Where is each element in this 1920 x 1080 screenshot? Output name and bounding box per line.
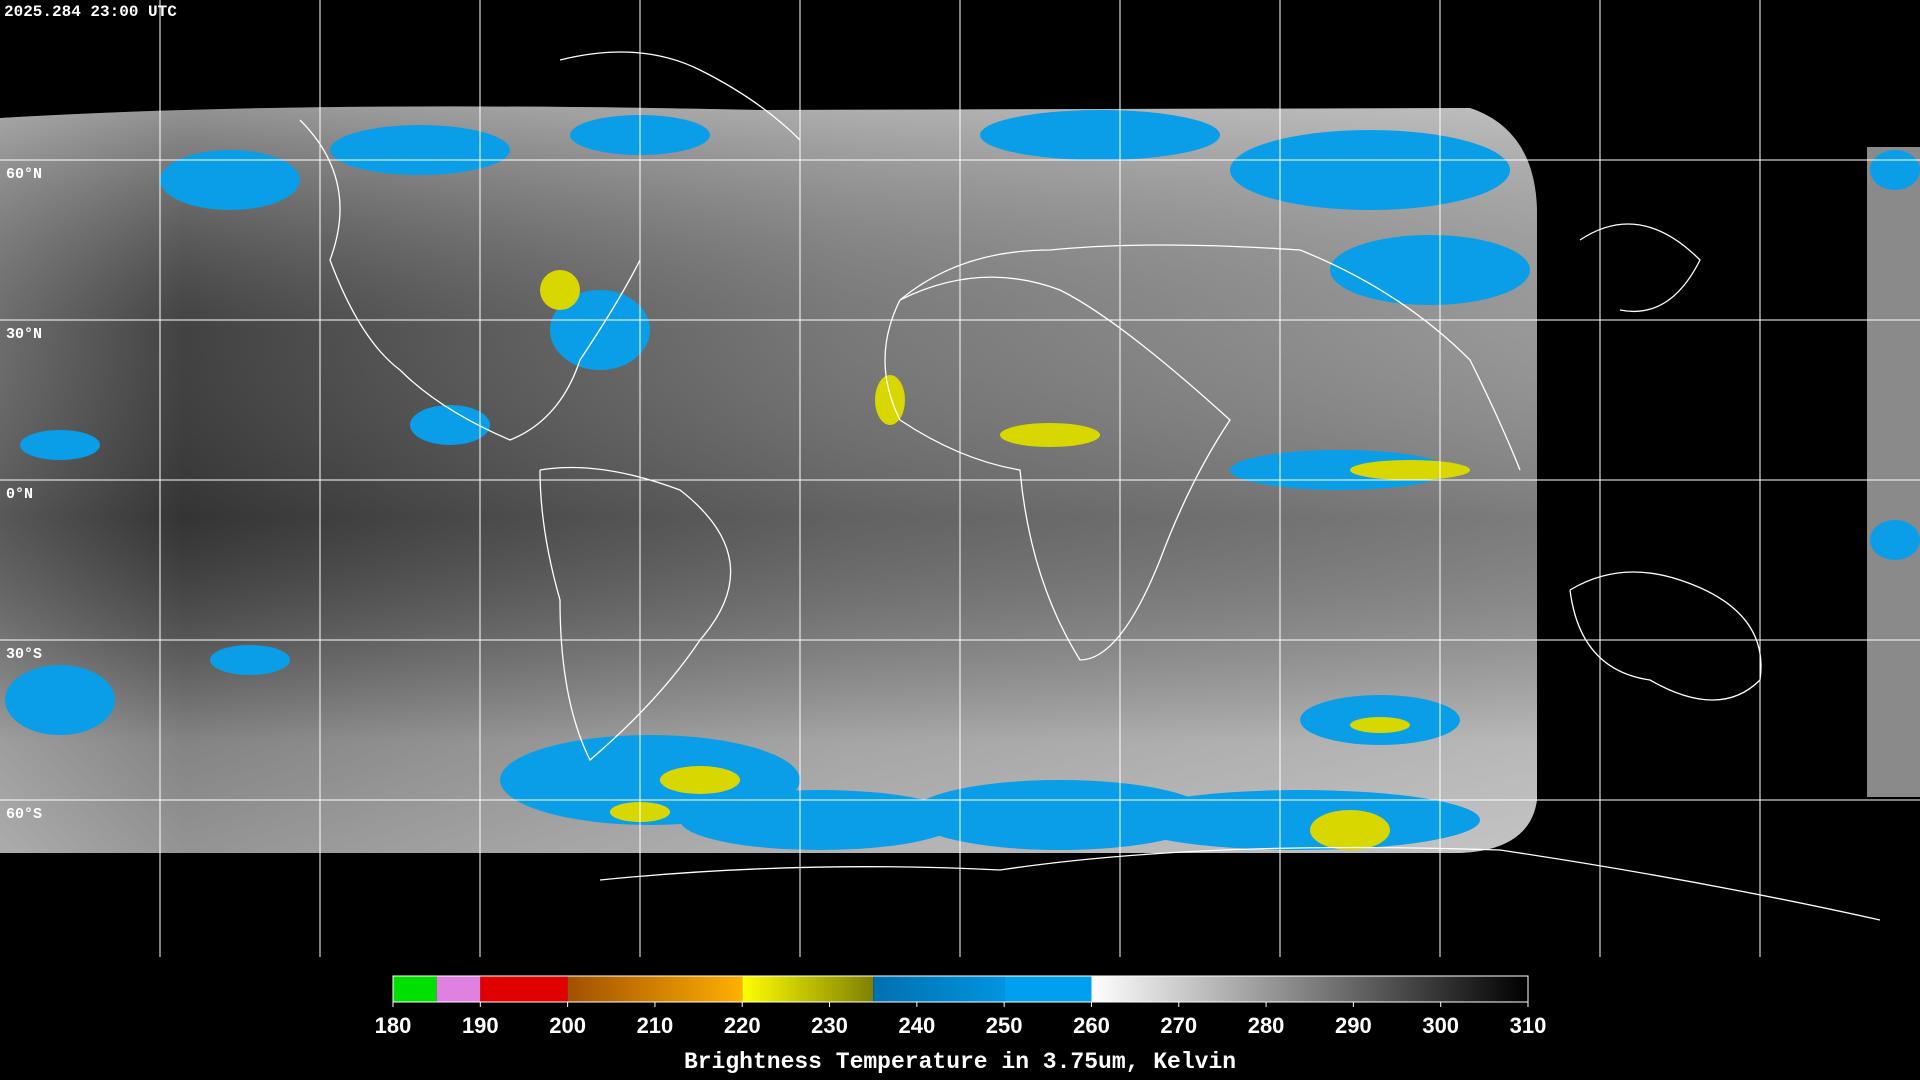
colorbar-title: Brightness Temperature in 3.75um, Kelvin (684, 1049, 1236, 1075)
colorbar-segment (742, 976, 874, 1002)
coastlines (299, 51, 1881, 921)
colorbar-tick-label: 280 (1248, 1013, 1285, 1038)
colorbar-segment (480, 976, 568, 1002)
colorbar-segment (1091, 976, 1528, 1002)
colorbar-segment (1004, 976, 1092, 1002)
latitude-label: 60°S (6, 806, 42, 823)
colorbar-tick-label: 230 (811, 1013, 848, 1038)
colorbar-tick-label: 290 (1335, 1013, 1372, 1038)
colorbar-segment (393, 976, 437, 1002)
timestamp: 2025.284 23:00 UTC (4, 3, 177, 21)
colorbar-tick-label: 180 (375, 1013, 412, 1038)
colorbar-tick-label: 260 (1073, 1013, 1110, 1038)
colorbar-tick-label: 300 (1422, 1013, 1459, 1038)
colorbar-segment (873, 976, 1005, 1002)
colorbar-tick-label: 240 (898, 1013, 935, 1038)
colorbar-tick-label: 190 (462, 1013, 499, 1038)
colorbar-tick-label: 270 (1160, 1013, 1197, 1038)
latitude-label: 60°N (6, 166, 42, 183)
latitude-label: 30°S (6, 646, 42, 663)
colorbar-tick-label: 250 (986, 1013, 1023, 1038)
colorbar-frame (392, 975, 1529, 1003)
latitude-label: 30°N (6, 326, 42, 343)
colorbar-tick-label: 210 (637, 1013, 674, 1038)
satellite-strip (1867, 147, 1920, 797)
colorbar-tick-label: 200 (549, 1013, 586, 1038)
colorbar-tick-label: 310 (1510, 1013, 1547, 1038)
latitude-label: 0°N (6, 486, 33, 503)
colorbar-segment (567, 976, 743, 1002)
colorbar-tick-label: 220 (724, 1013, 761, 1038)
colorbar-segment (436, 976, 481, 1002)
